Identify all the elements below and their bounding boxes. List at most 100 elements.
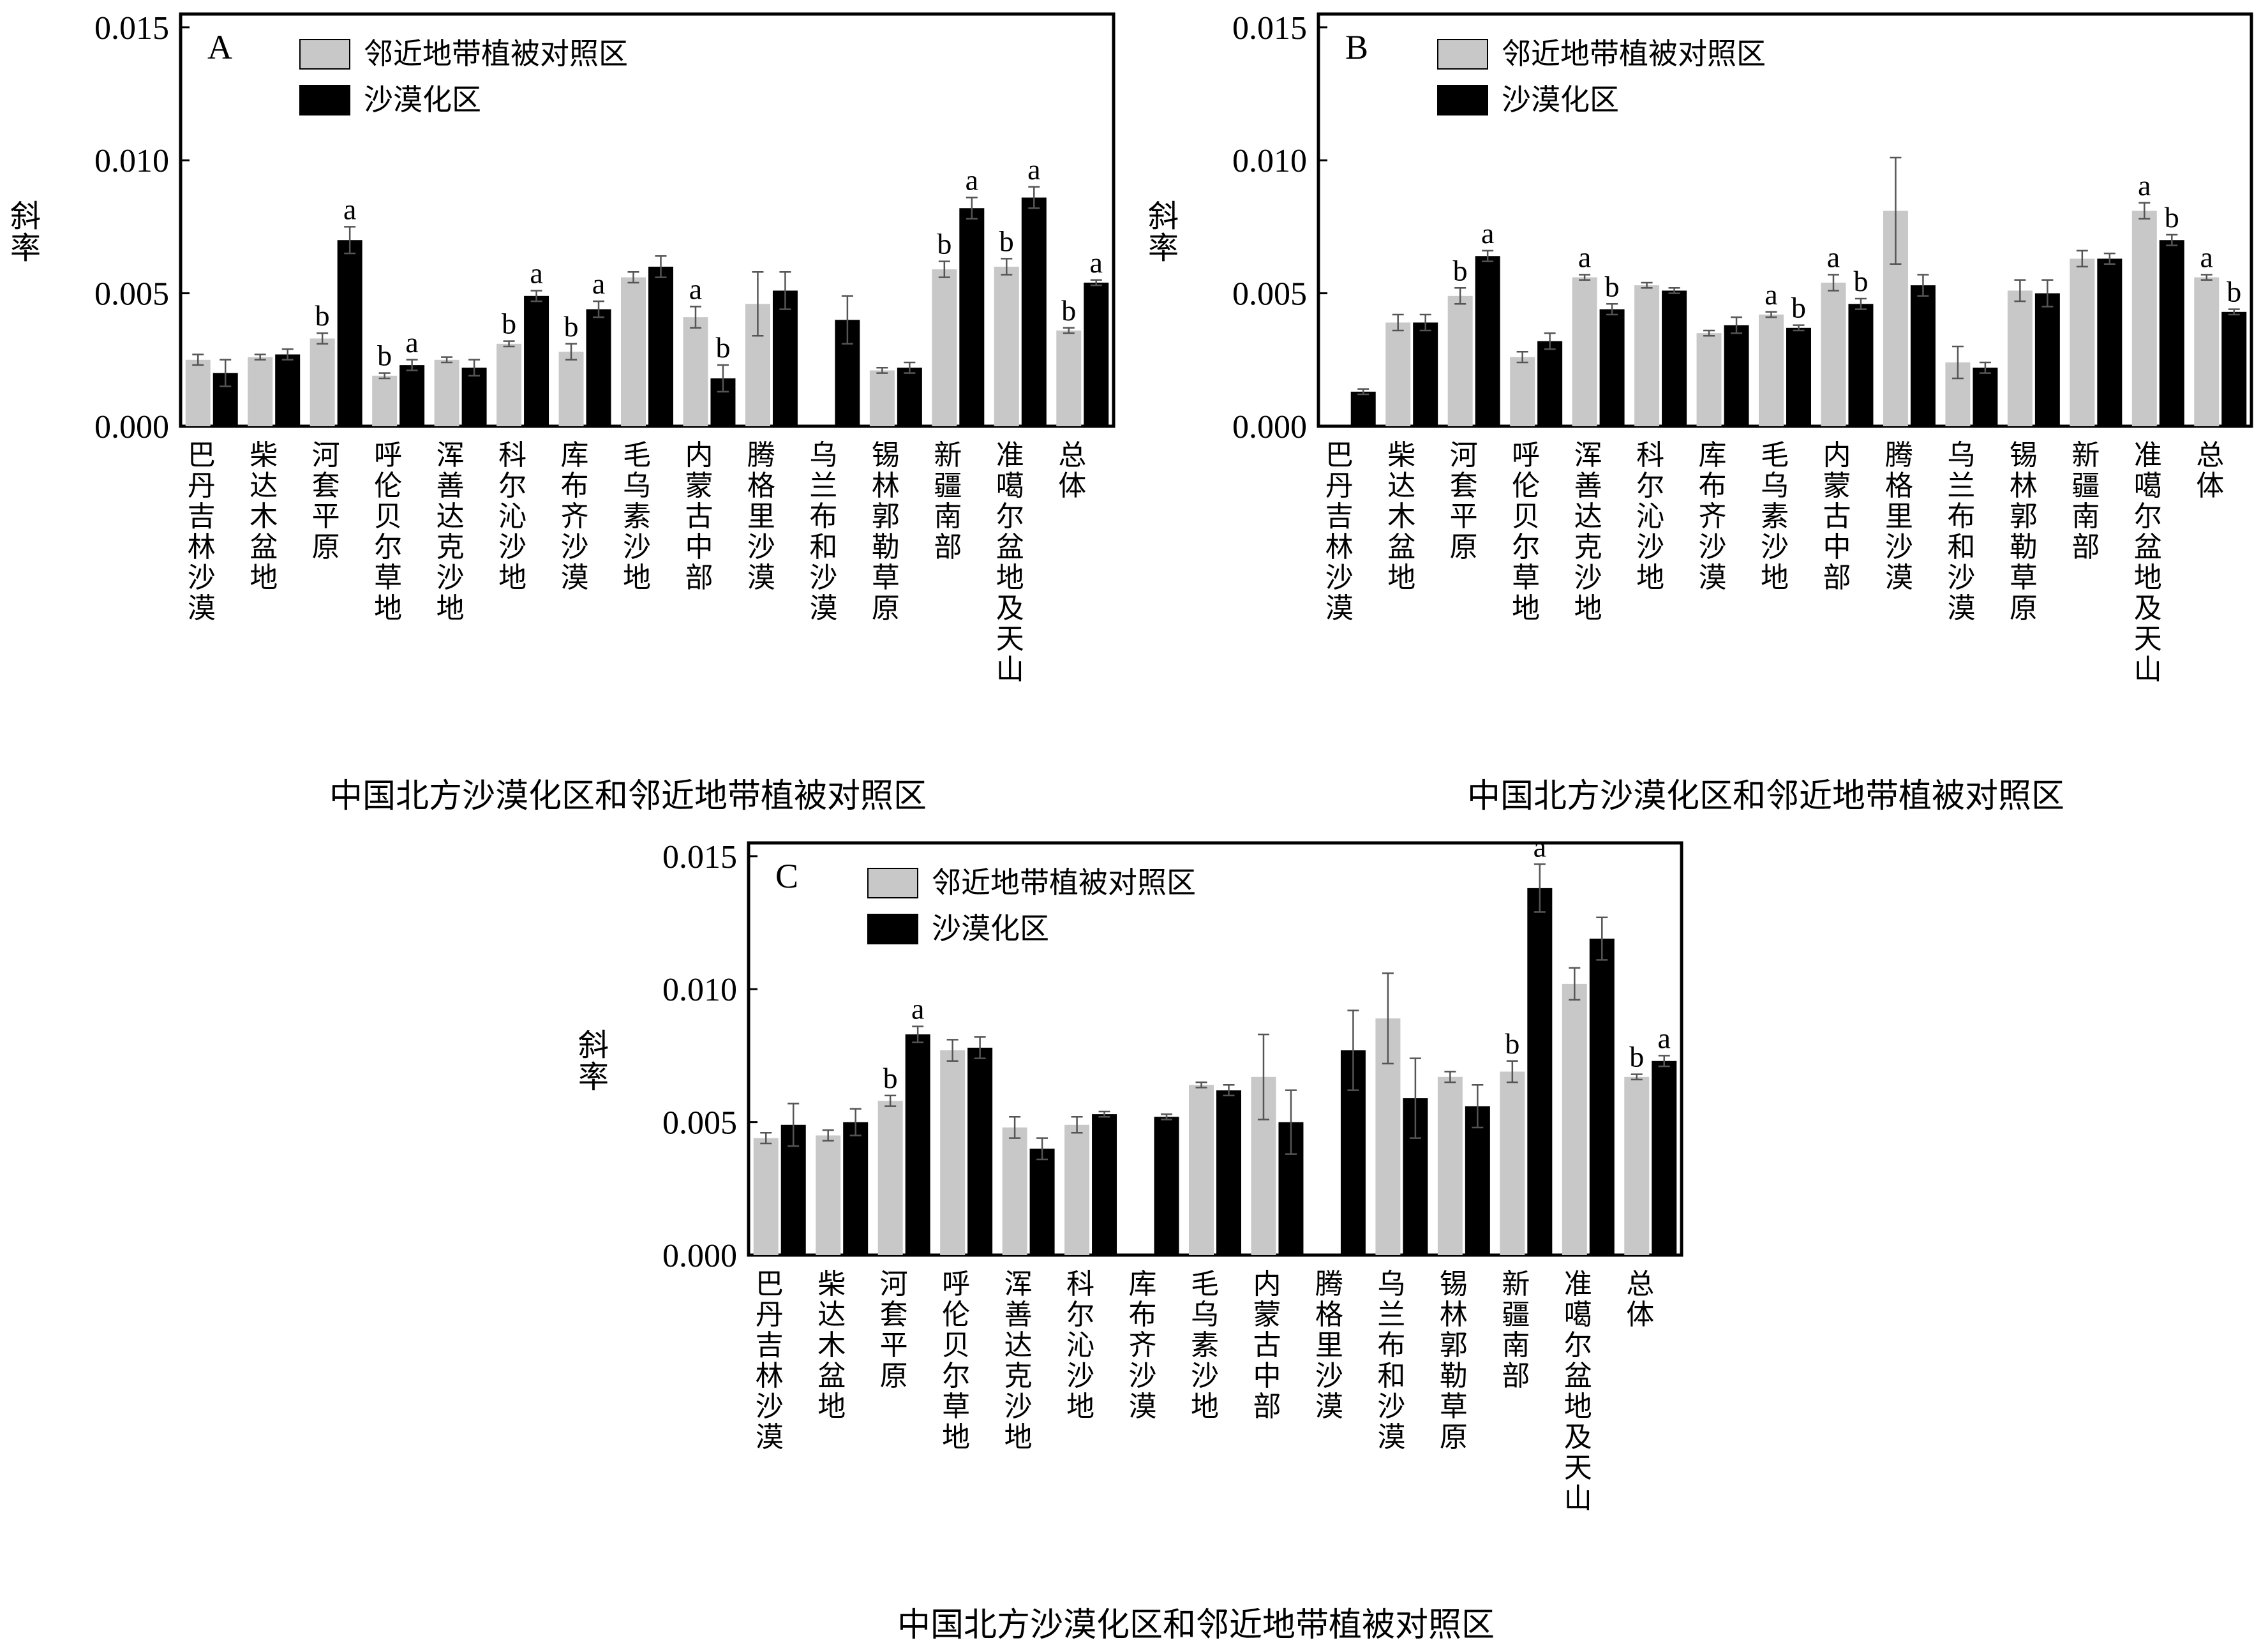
y-axis-label: 斜率 <box>10 198 41 266</box>
x-tick-char: 勒 <box>872 531 900 563</box>
bar-control <box>310 338 335 426</box>
y-tick-label: 0.010 <box>94 143 169 179</box>
x-tick-char: 锡 <box>1440 1268 1468 1300</box>
x-tick-char: 噶 <box>1564 1299 1592 1331</box>
legend-swatch <box>299 85 350 115</box>
bar-desertified <box>1652 1060 1677 1255</box>
x-tick-char: 克 <box>1574 531 1602 563</box>
x-tick-char: 柴 <box>817 1268 846 1300</box>
significance-label: b <box>1791 292 1806 324</box>
significance-label: b <box>1853 265 1868 297</box>
significance-label: b <box>2227 276 2241 308</box>
bar-control <box>1821 282 1846 426</box>
x-tick-char: 齐 <box>1699 500 1727 533</box>
x-tick-char: 柴 <box>250 439 278 472</box>
bar-desertified <box>1910 285 1936 426</box>
x-tick-char: 沙 <box>1885 531 1913 563</box>
significance-label: a <box>530 257 542 289</box>
plot-frame <box>1317 12 2253 428</box>
bar-desertified <box>2221 311 2247 426</box>
significance-label: b <box>377 339 392 372</box>
bar-desertified <box>1537 341 1563 426</box>
panel-letter: C <box>775 857 798 895</box>
x-tick-char: 原 <box>1440 1421 1468 1454</box>
x-tick-char: 善 <box>437 470 465 502</box>
x-tick-label: 总体 <box>1626 1268 1654 1331</box>
x-tick-char: 疆 <box>1502 1299 1530 1331</box>
x-tick-char: 勒 <box>1440 1360 1468 1392</box>
x-tick-char: 布 <box>1699 470 1727 502</box>
bar-control <box>2194 277 2220 426</box>
bar-desertified <box>1848 304 1874 426</box>
x-tick-char: 草 <box>872 562 900 594</box>
x-tick-char: 地 <box>498 562 526 594</box>
bar-control <box>1696 333 1722 426</box>
x-tick-char: 山 <box>996 653 1024 686</box>
y-tick-label: 0.015 <box>94 10 169 47</box>
bar-desertified <box>967 1047 993 1255</box>
significance-label: a <box>592 267 605 300</box>
x-tick-char: 部 <box>934 531 962 563</box>
x-tick-char: 沙 <box>1761 531 1789 563</box>
x-tick-char: 尔 <box>498 470 526 502</box>
significance-label: a <box>1027 153 1040 186</box>
x-tick-char: 沙 <box>498 531 526 563</box>
bar-control <box>185 359 211 426</box>
x-tick-char: 布 <box>1129 1299 1157 1331</box>
y-axis-label-char: 斜 <box>1148 198 1179 234</box>
x-tick-char: 及 <box>2134 592 2162 625</box>
x-tick-char: 素 <box>623 500 651 533</box>
significance-label: a <box>343 193 356 225</box>
y-tick-label: 0.005 <box>94 276 169 313</box>
x-tick-char: 兰 <box>1947 470 1975 502</box>
x-tick-char: 漠 <box>1699 562 1727 594</box>
x-tick-char: 原 <box>880 1360 908 1392</box>
x-tick-char: 沙 <box>756 1390 784 1423</box>
x-tick-char: 盆 <box>996 531 1024 563</box>
x-tick-char: 原 <box>2010 592 2038 625</box>
bar-control <box>2007 290 2033 426</box>
x-tick-char: 尔 <box>1512 531 1540 563</box>
x-tick-char: 尔 <box>374 531 402 563</box>
x-tick-char: 地 <box>1066 1390 1094 1423</box>
significance-label: b <box>1605 270 1620 302</box>
panel-letter: A <box>207 28 232 66</box>
x-tick-char: 漠 <box>1325 592 1354 625</box>
legend-label: 邻近地带植被对照区 <box>364 36 628 71</box>
significance-label: a <box>689 272 702 305</box>
x-tick-char: 伦 <box>942 1299 970 1331</box>
x-tick-char: 准 <box>1564 1268 1592 1300</box>
x-tick-char: 地 <box>1191 1390 1219 1423</box>
x-tick-char: 漠 <box>747 562 775 594</box>
bar-control <box>1189 1085 1214 1255</box>
x-tick-char: 科 <box>1636 439 1664 472</box>
x-tick-char: 里 <box>1885 500 1913 533</box>
x-tick-char: 部 <box>685 562 713 594</box>
x-tick-char: 漠 <box>1315 1390 1343 1423</box>
bar-desertified <box>1084 282 1109 426</box>
panel-letter: B <box>1345 28 1368 66</box>
x-tick-char: 准 <box>996 439 1024 472</box>
x-tick-char: 体 <box>1626 1299 1654 1331</box>
bar-control <box>1759 314 1784 426</box>
bar-desertified <box>772 290 798 426</box>
x-tick-char: 克 <box>437 531 465 563</box>
x-tick-char: 天 <box>2134 623 2162 655</box>
x-tick-char: 沙 <box>1129 1360 1157 1392</box>
x-tick-char: 乌 <box>1191 1299 1219 1331</box>
bar-desertified <box>1662 290 1687 426</box>
x-tick-char: 库 <box>561 439 589 472</box>
legend-swatch <box>1437 39 1488 70</box>
x-tick-char: 尔 <box>1636 470 1664 502</box>
